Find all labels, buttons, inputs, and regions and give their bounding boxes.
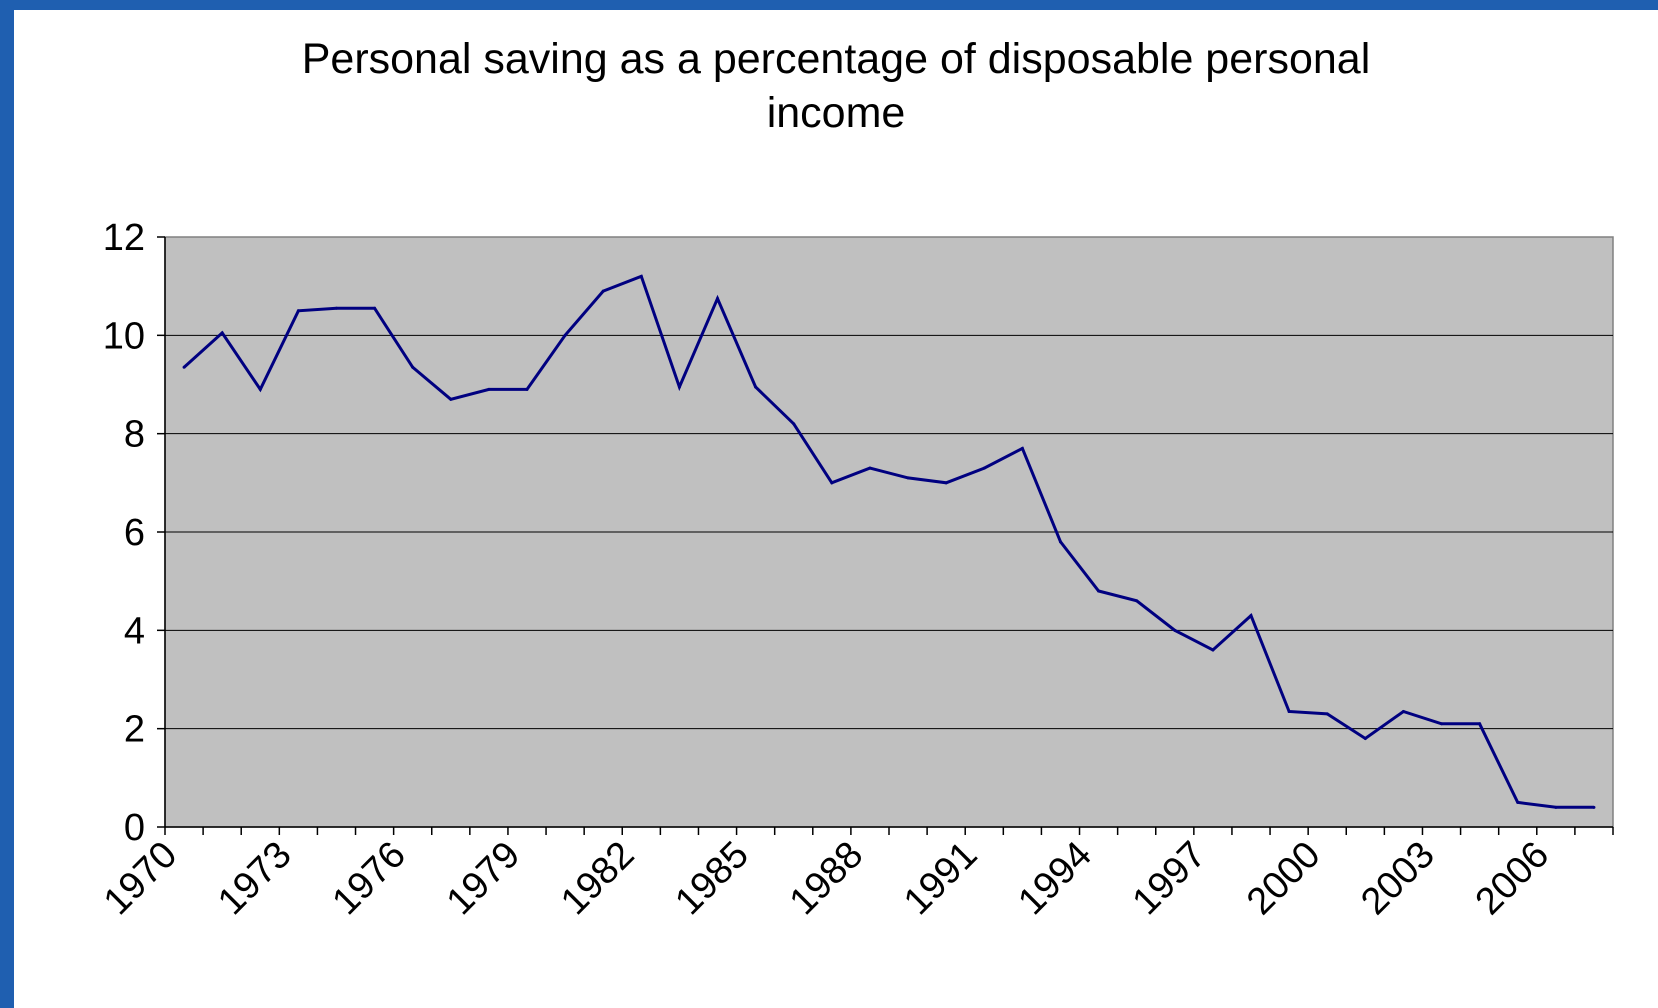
x-tick-label-1994: 1994 bbox=[1010, 834, 1099, 923]
x-tick-label-1991: 1991 bbox=[896, 834, 985, 923]
y-tick-label-12: 12 bbox=[103, 217, 145, 259]
chart-panel: Personal saving as a percentage of dispo… bbox=[14, 10, 1658, 1008]
chart-title-line-2: income bbox=[766, 89, 906, 137]
data-point-2006 bbox=[1554, 805, 1558, 809]
x-tick-label-1973: 1973 bbox=[210, 834, 299, 923]
data-point-1990 bbox=[944, 481, 948, 485]
y-tick-label-8: 8 bbox=[124, 414, 145, 456]
x-tick-label-1979: 1979 bbox=[439, 834, 528, 923]
data-point-1975 bbox=[373, 306, 377, 310]
data-point-1998 bbox=[1249, 614, 1253, 618]
data-point-1974 bbox=[334, 306, 338, 310]
data-point-1995 bbox=[1135, 599, 1139, 603]
data-point-1997 bbox=[1211, 648, 1215, 652]
data-point-1999 bbox=[1287, 709, 1291, 713]
data-point-1972 bbox=[258, 387, 262, 391]
x-tick-label-1997: 1997 bbox=[1125, 834, 1214, 923]
data-point-1971 bbox=[220, 331, 224, 335]
data-point-2000 bbox=[1325, 712, 1329, 716]
data-point-1987 bbox=[830, 481, 834, 485]
data-point-1973 bbox=[296, 309, 300, 313]
data-point-1978 bbox=[487, 387, 491, 391]
data-point-2003 bbox=[1440, 722, 1444, 726]
y-tick-label-0: 0 bbox=[124, 807, 145, 849]
data-point-1982 bbox=[639, 274, 643, 278]
x-tick-label-2000: 2000 bbox=[1239, 834, 1328, 923]
data-point-1986 bbox=[792, 422, 796, 426]
data-point-1989 bbox=[906, 476, 910, 480]
data-point-2002 bbox=[1401, 709, 1405, 713]
data-point-1984 bbox=[716, 296, 720, 300]
data-point-1991 bbox=[982, 466, 986, 470]
data-point-1976 bbox=[411, 365, 415, 369]
x-tick-label-2003: 2003 bbox=[1353, 834, 1442, 923]
data-point-2007 bbox=[1592, 805, 1596, 809]
data-point-1992 bbox=[1020, 446, 1024, 450]
data-point-1970 bbox=[182, 365, 186, 369]
x-tick-label-2006: 2006 bbox=[1468, 834, 1557, 923]
data-point-1994 bbox=[1097, 589, 1101, 593]
x-tick-label-1976: 1976 bbox=[325, 834, 414, 923]
chart-title-line-1: Personal saving as a percentage of dispo… bbox=[301, 35, 1371, 83]
data-point-2001 bbox=[1363, 737, 1367, 740]
y-tick-label-6: 6 bbox=[124, 512, 145, 554]
data-point-1977 bbox=[449, 397, 453, 401]
chart-title: Personal saving as a percentage of dispo… bbox=[14, 32, 1658, 140]
data-point-1996 bbox=[1173, 628, 1177, 632]
data-point-1981 bbox=[601, 289, 605, 293]
y-tick-label-2: 2 bbox=[124, 709, 145, 751]
data-point-1979 bbox=[525, 387, 529, 391]
data-point-2004 bbox=[1478, 722, 1482, 726]
x-tick-label-1982: 1982 bbox=[553, 834, 642, 923]
y-tick-label-4: 4 bbox=[124, 610, 145, 652]
data-point-1988 bbox=[868, 466, 872, 470]
data-point-1983 bbox=[677, 385, 681, 389]
data-point-1993 bbox=[1058, 540, 1062, 544]
data-point-2005 bbox=[1516, 800, 1520, 804]
y-tick-label-10: 10 bbox=[103, 315, 145, 357]
data-point-1980 bbox=[563, 333, 567, 337]
series-line-0 bbox=[183, 274, 1594, 809]
x-tick-label-1985: 1985 bbox=[667, 834, 756, 923]
data-point-1985 bbox=[754, 385, 758, 389]
x-tick-label-1988: 1988 bbox=[782, 834, 871, 923]
